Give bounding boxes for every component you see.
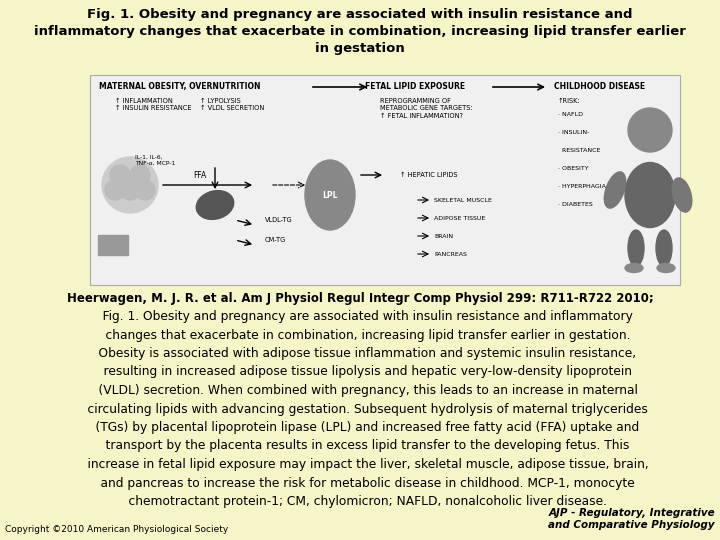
Circle shape — [135, 180, 155, 200]
Text: · OBESITY: · OBESITY — [558, 166, 589, 171]
Text: · HYPERPHAGIA: · HYPERPHAGIA — [558, 184, 606, 189]
Text: increase in fetal lipid exposure may impact the liver, skeletal muscle, adipose : increase in fetal lipid exposure may imp… — [71, 458, 649, 471]
Ellipse shape — [656, 230, 672, 266]
Ellipse shape — [657, 264, 675, 273]
Text: FETAL LIPID EXPOSURE: FETAL LIPID EXPOSURE — [365, 82, 465, 91]
Text: · DIABETES: · DIABETES — [558, 202, 593, 207]
Text: CHILDHOOD DISEASE: CHILDHOOD DISEASE — [554, 82, 646, 91]
Circle shape — [130, 165, 150, 185]
Text: · INSULIN-: · INSULIN- — [558, 130, 590, 135]
Circle shape — [102, 157, 158, 213]
Text: changes that exacerbate in combination, increasing lipid transfer earlier in ges: changes that exacerbate in combination, … — [90, 328, 630, 341]
Text: PANCREAS: PANCREAS — [434, 252, 467, 256]
Text: Copyright ©2010 American Physiological Society: Copyright ©2010 American Physiological S… — [5, 525, 228, 534]
Text: Heerwagen, M. J. R. et al. Am J Physiol Regul Integr Comp Physiol 299: R711-R722: Heerwagen, M. J. R. et al. Am J Physiol … — [67, 292, 653, 305]
Circle shape — [628, 108, 672, 152]
Text: ADIPOSE TISSUE: ADIPOSE TISSUE — [434, 215, 485, 220]
Text: Obesity is associated with adipose tissue inflammation and systemic insulin resi: Obesity is associated with adipose tissu… — [84, 347, 636, 360]
Text: resulting in increased adipose tissue lipolysis and hepatic very-low-density lip: resulting in increased adipose tissue li… — [88, 366, 632, 379]
Ellipse shape — [628, 230, 644, 266]
Text: SKELETAL MUSCLE: SKELETAL MUSCLE — [434, 198, 492, 202]
Ellipse shape — [604, 172, 626, 208]
Text: VLDL-TG: VLDL-TG — [265, 217, 292, 223]
Text: transport by the placenta results in excess lipid transfer to the developing fet: transport by the placenta results in exc… — [90, 440, 630, 453]
Text: LPL: LPL — [323, 191, 338, 199]
Text: RESISTANCE: RESISTANCE — [558, 148, 600, 153]
Bar — [90, 75, 680, 285]
Ellipse shape — [625, 264, 643, 273]
Ellipse shape — [672, 178, 692, 212]
Text: ↑ LYPOLYSIS
↑ VLDL SECRETION: ↑ LYPOLYSIS ↑ VLDL SECRETION — [200, 98, 264, 111]
Text: BRAIN: BRAIN — [434, 233, 453, 239]
Text: Fig. 1. Obesity and pregnancy are associated with insulin resistance and
inflamm: Fig. 1. Obesity and pregnancy are associ… — [34, 8, 686, 55]
Text: CM-TG: CM-TG — [265, 237, 287, 243]
Text: (VLDL) secretion. When combined with pregnancy, this leads to an increase in mat: (VLDL) secretion. When combined with pre… — [83, 384, 637, 397]
Circle shape — [105, 180, 125, 200]
Text: REPROGRAMMING OF
METABOLIC GENE TARGETS:
↑ FETAL INFLAMMATION?: REPROGRAMMING OF METABOLIC GENE TARGETS:… — [380, 98, 472, 119]
Text: ↑RISK:: ↑RISK: — [558, 98, 580, 104]
Text: MATERNAL OBESITY, OVERNUTRITION: MATERNAL OBESITY, OVERNUTRITION — [99, 82, 261, 91]
Text: ↑ INFLAMMATION
↑ INSULIN RESISTANCE: ↑ INFLAMMATION ↑ INSULIN RESISTANCE — [115, 98, 192, 111]
Text: and pancreas to increase the risk for metabolic disease in childhood. MCP-1, mon: and pancreas to increase the risk for me… — [85, 476, 635, 489]
Text: AJP - Regulatory, Integrative
and Comparative Physiology: AJP - Regulatory, Integrative and Compar… — [549, 508, 715, 530]
Text: FFA: FFA — [194, 171, 207, 180]
Text: IL-1, IL-6,
TNF-α, MCP-1: IL-1, IL-6, TNF-α, MCP-1 — [135, 155, 176, 166]
Text: (TGs) by placental lipoprotein lipase (LPL) and increased free fatty acid (FFA) : (TGs) by placental lipoprotein lipase (L… — [81, 421, 639, 434]
Circle shape — [120, 180, 140, 200]
Ellipse shape — [197, 191, 234, 219]
Bar — [98, 235, 128, 255]
Text: chemotractant protein-1; CM, chylomicron; NAFLD, nonalcoholic liver disease.: chemotractant protein-1; CM, chylomicron… — [113, 495, 607, 508]
Text: · NAFLD: · NAFLD — [558, 112, 583, 117]
Ellipse shape — [625, 163, 675, 227]
Circle shape — [110, 165, 130, 185]
Ellipse shape — [305, 160, 355, 230]
Text: Fig. 1. Obesity and pregnancy are associated with insulin resistance and inflamm: Fig. 1. Obesity and pregnancy are associ… — [87, 310, 633, 323]
Text: circulating lipids with advancing gestation. Subsequent hydrolysis of maternal t: circulating lipids with advancing gestat… — [72, 402, 648, 415]
Text: ↑ HEPATIC LIPIDS: ↑ HEPATIC LIPIDS — [400, 172, 457, 178]
